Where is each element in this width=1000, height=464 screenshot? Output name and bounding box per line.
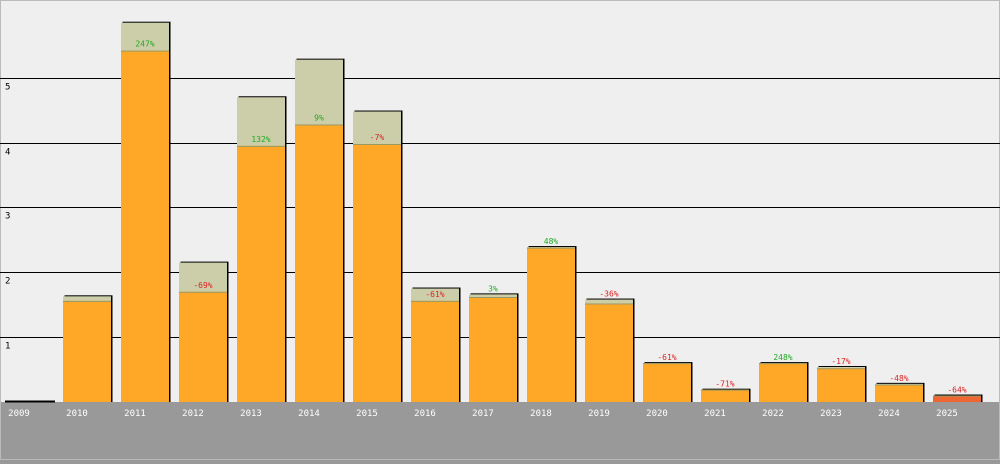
bar — [469, 296, 517, 402]
bar — [411, 300, 459, 402]
bar — [237, 145, 285, 403]
x-tick-label: 2023 — [820, 409, 842, 419]
bar — [353, 143, 401, 402]
change-label: -64% — [947, 386, 966, 395]
x-tick-label: 2015 — [356, 409, 378, 419]
data-labels: 247% -69% 132% 9% -7% -61% 3% 48% -36% -61% -71% 24… — [135, 40, 966, 395]
x-tick-label: 2018 — [530, 409, 552, 419]
bar — [295, 124, 343, 402]
x-tick-label: 2014 — [298, 409, 320, 419]
x-tick-label: 2011 — [124, 409, 146, 419]
bar — [759, 363, 807, 402]
x-tick-label: 2016 — [414, 409, 436, 419]
x-tick-label: 2012 — [182, 409, 204, 419]
change-label: 9% — [314, 113, 324, 122]
x-tick-label: 2013 — [240, 409, 262, 419]
change-label: -36% — [599, 290, 618, 299]
bar — [701, 389, 749, 402]
change-label: 248% — [773, 353, 792, 362]
bar — [643, 363, 691, 402]
y-tick-label: 3 — [5, 212, 10, 222]
change-label: -69% — [193, 281, 212, 290]
x-axis-band — [0, 402, 1000, 460]
change-label: -17% — [831, 357, 850, 366]
change-label: 3% — [488, 284, 498, 293]
y-tick-label: 2 — [5, 277, 10, 287]
x-tick-label: 2019 — [588, 409, 610, 419]
change-label: -71% — [715, 380, 734, 389]
change-label: -7% — [370, 133, 385, 142]
x-tick-label: 2021 — [704, 409, 726, 419]
bar — [875, 384, 923, 402]
change-label: -61% — [425, 290, 444, 299]
y-tick-label: 4 — [5, 148, 10, 158]
bar — [527, 247, 575, 402]
bar — [63, 300, 111, 402]
x-tick-labels: 2009 2010 2011 2012 2013 2014 2015 2016 2017 2018… — [8, 409, 958, 419]
change-label: 247% — [135, 40, 154, 49]
y-tick-label: 5 — [5, 83, 10, 93]
x-tick-label: 2022 — [762, 409, 784, 419]
y-tick-label: 1 — [5, 342, 10, 352]
bar — [585, 303, 633, 402]
x-tick-label: 2020 — [646, 409, 668, 419]
bar — [121, 50, 169, 403]
x-tick-label: 2010 — [66, 409, 88, 419]
x-tick-label: 2009 — [8, 409, 30, 419]
bars — [5, 21, 983, 403]
bar — [179, 291, 227, 402]
change-label: 132% — [251, 135, 270, 144]
x-tick-label: 2024 — [878, 409, 900, 419]
bar — [933, 395, 981, 402]
change-label: -61% — [657, 353, 676, 362]
x-tick-label: 2017 — [472, 409, 494, 419]
x-tick-label: 2025 — [936, 409, 958, 419]
change-label: -48% — [889, 374, 908, 383]
bar — [817, 368, 865, 402]
change-label: 48% — [544, 237, 559, 246]
